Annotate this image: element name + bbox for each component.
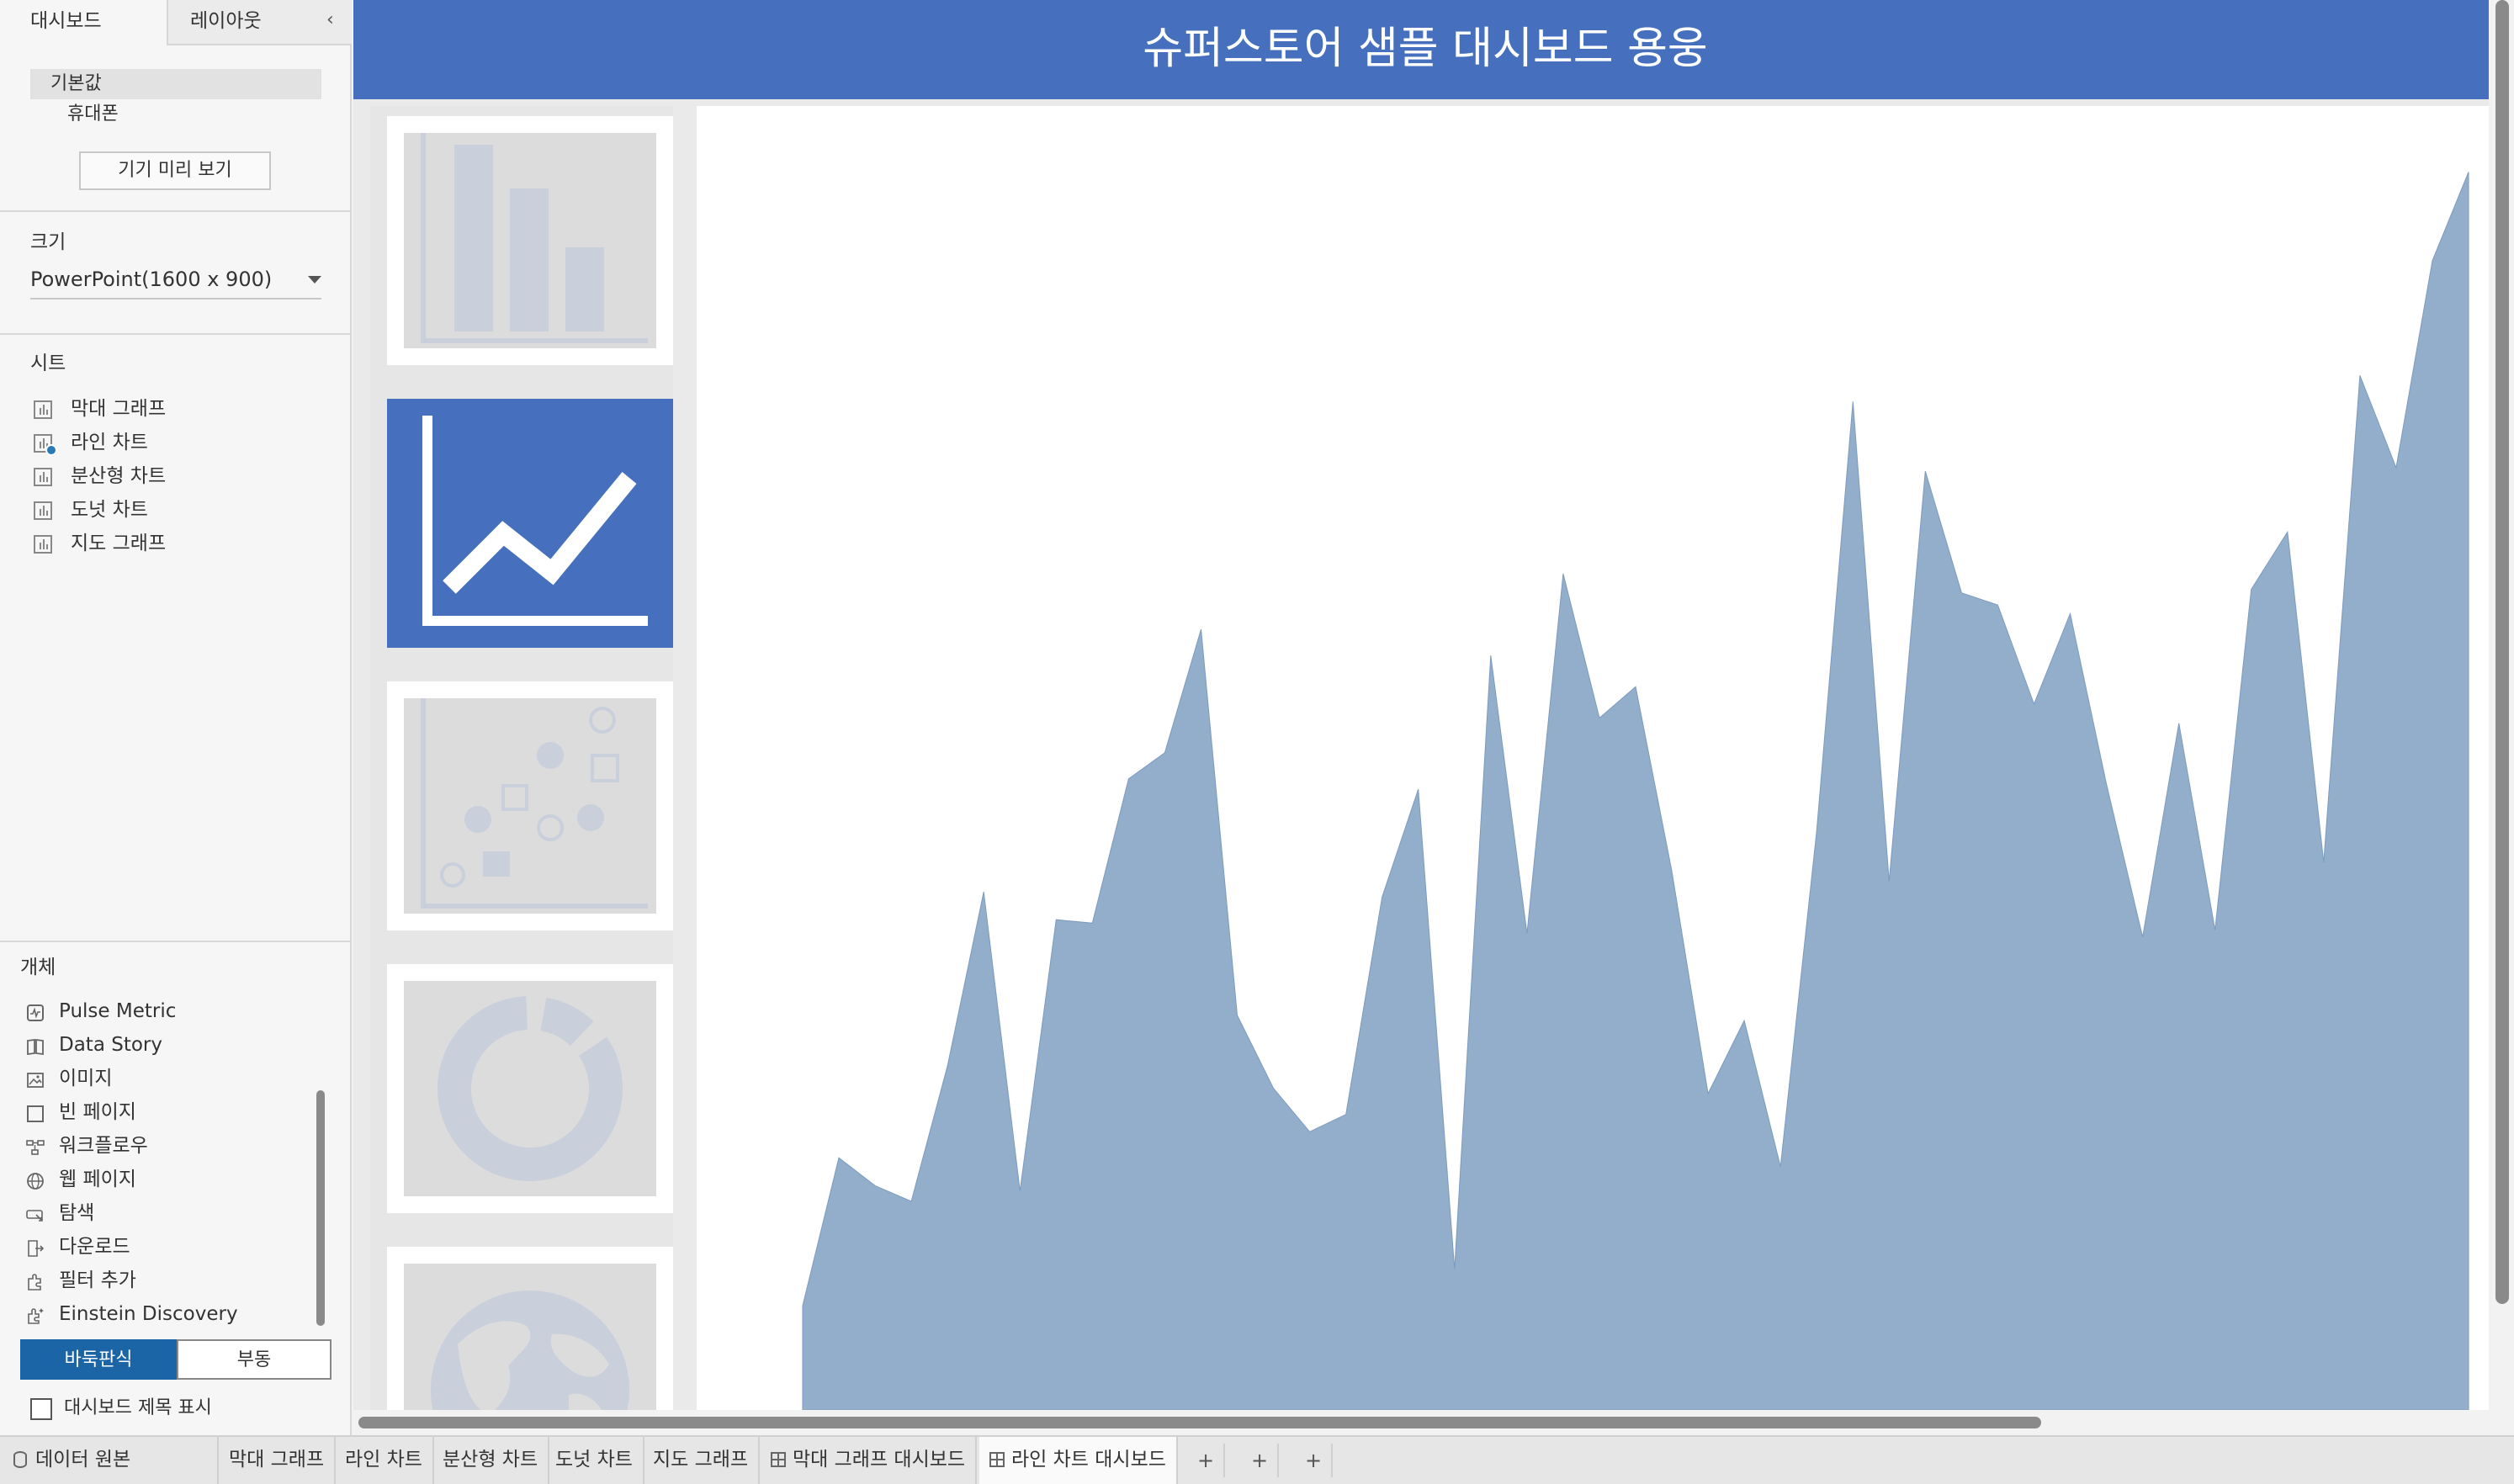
download-icon [28,1240,45,1257]
size-dropdown[interactable]: PowerPoint(1600 x 900) [30,264,321,299]
blank-icon [27,1105,44,1122]
tab-label: 막대 그래프 대시보드 [793,1449,966,1471]
vertical-scrollbar[interactable] [2495,0,2509,1304]
divider [0,941,352,942]
nav-button-column [370,106,673,1410]
tab-dashboard-bar[interactable]: 막대 그래프 대시보드 [761,1437,978,1484]
object-label: 워크플로우 [59,1135,148,1157]
size-dropdown-value: PowerPoint(1600 x 900) [30,268,273,291]
line-chart-view[interactable] [697,106,2489,1411]
nav-button-line-chart[interactable] [387,399,673,648]
workflow-icon [26,1140,45,1155]
tab-sheet-scatter[interactable]: 분산형 차트 [432,1437,550,1484]
side-panel-tabs: 대시보드 레이아웃 ‹ [0,0,352,45]
dashboard-icon [989,1452,1005,1467]
chevron-down-icon [308,276,321,284]
new-story-button[interactable]: + [1296,1444,1333,1477]
tab-label: 라인 차트 대시보드 [1011,1449,1166,1471]
nav-button-bar-chart[interactable] [387,116,673,365]
object-label: 다운로드 [59,1236,130,1258]
device-default[interactable]: 기본값 [30,69,321,99]
object-label: Data Story [59,1034,162,1056]
sheet-label: 막대 그래프 [71,398,167,420]
layout-tiled-button[interactable]: 바둑판식 [20,1339,177,1380]
tab-label: 도넛 차트 [555,1449,633,1471]
line-chart-icon [422,416,648,626]
object-label: Pulse Metric [59,1000,177,1022]
device-preview-button[interactable]: 기기 미리 보기 [79,151,271,190]
tab-dashboard[interactable]: 대시보드 [0,0,167,45]
size-section-title: 크기 [30,231,66,253]
puzzle-icon [28,1274,41,1291]
tab-sheet-line[interactable]: 라인 차트 [335,1437,434,1484]
nav-button-donut-chart[interactable] [387,964,673,1213]
tab-label: 라인 차트 [345,1449,422,1471]
dashboard-side-panel: 대시보드 레이아웃 ‹ 기본값 휴대폰 기기 미리 보기 크기 PowerPoi… [0,0,352,1435]
object-label: 필터 추가 [59,1269,136,1291]
objects-section-title: 개체 [20,957,56,978]
image-icon [27,1073,44,1088]
navigation-icon [26,1210,43,1222]
object-label: Einstein Discovery [59,1303,238,1325]
horizontal-scrollbar[interactable] [358,1417,2041,1428]
object-label: 웹 페이지 [59,1169,136,1190]
dashboard-canvas: 슈퍼스토어 샘플 대시보드 용웅 [353,0,2489,1411]
globe-icon [27,1173,44,1190]
object-label: 이미지 [59,1068,113,1089]
sheet-label: 지도 그래프 [71,533,167,554]
area-series[interactable] [802,172,2469,1411]
show-title-checkbox[interactable] [30,1398,52,1420]
bar-chart-icon [421,133,648,343]
sheet-label: 라인 차트 [71,432,148,453]
pulse-metric-icon [27,1004,44,1021]
tab-dashboard-line[interactable]: 라인 차트 대시보드 [979,1437,1178,1484]
show-title-label: 대시보드 제목 표시 [64,1397,212,1418]
scatter-chart-icon [421,698,648,909]
tab-layout[interactable]: 레이아웃 [167,0,352,45]
new-dashboard-button[interactable]: + [1242,1444,1279,1477]
worksheet-icon [34,501,52,520]
worksheet-icon [34,535,52,554]
map-globe-icon [431,1291,629,1410]
new-worksheet-button[interactable]: + [1188,1444,1225,1477]
tab-label: 지도 그래프 [653,1449,749,1471]
sheet-used-check-icon [45,444,57,456]
nav-button-map[interactable] [387,1247,673,1410]
database-icon [13,1451,27,1468]
book-icon [27,1038,44,1056]
device-phone[interactable]: 휴대폰 [67,103,119,125]
divider [0,210,352,212]
tab-label: 데이터 원본 [35,1449,131,1471]
sheet-label: 분산형 차트 [71,465,167,487]
new-dashboard-icon: + [1250,1449,1269,1472]
object-label: 탐색 [59,1202,95,1224]
tab-sheet-donut[interactable]: 도넛 차트 [545,1437,644,1484]
sheet-tab-bar: 데이터 원본 막대 그래프 라인 차트 분산형 차트 도넛 차트 지도 그래프 … [0,1435,2514,1484]
donut-chart-icon [411,981,650,1196]
dashboard-title[interactable]: 슈퍼스토어 샘플 대시보드 용웅 [353,0,2489,99]
new-story-icon: + [1304,1449,1323,1472]
tab-label: 분산형 차트 [443,1449,538,1471]
objects-scrollbar[interactable] [316,1090,325,1326]
worksheet-icon [34,468,52,486]
dashboard-title-bar [353,0,2489,99]
tab-label: 막대 그래프 [229,1449,325,1471]
worksheet-icon [34,400,52,419]
area-chart [802,172,2469,1411]
collapse-panel-icon[interactable]: ‹ [326,9,334,30]
divider [0,333,352,335]
sheets-section-title: 시트 [30,352,66,374]
dashboard-icon [771,1452,786,1467]
layout-floating-button[interactable]: 부동 [177,1339,331,1380]
tab-sheet-map[interactable]: 지도 그래프 [643,1437,761,1484]
tab-sheet-bar[interactable]: 막대 그래프 [219,1437,337,1484]
object-label: 빈 페이지 [59,1101,136,1123]
dashboard-title-text: 슈퍼스토어 샘플 대시보드 용웅 [1143,24,1708,74]
nav-button-scatter-chart[interactable] [387,681,673,930]
new-worksheet-icon: + [1196,1449,1215,1472]
tab-data-source[interactable]: 데이터 원본 [0,1437,219,1484]
sheet-label: 도넛 차트 [71,499,148,521]
einstein-icon [28,1308,44,1324]
